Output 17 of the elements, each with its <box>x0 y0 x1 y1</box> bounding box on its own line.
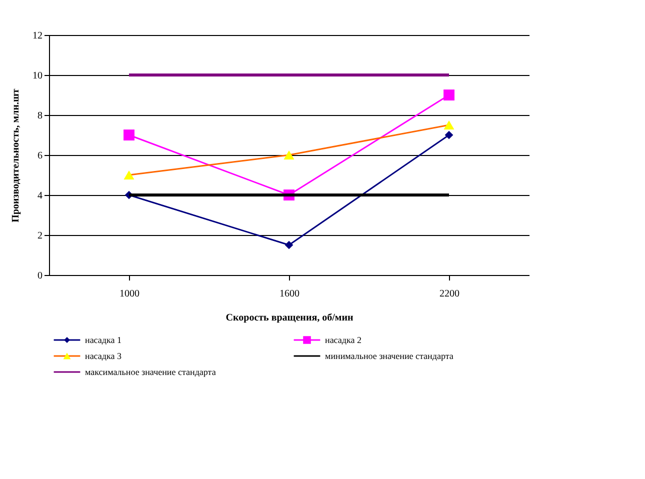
x-tick-label: 1000 <box>120 288 140 300</box>
legend-label: насадка 2 <box>325 335 362 345</box>
y-tick-label: 12 <box>32 30 42 42</box>
y-tick-label: 4 <box>38 190 42 202</box>
y-tick-label: 2 <box>38 230 42 242</box>
y-tick-label: 6 <box>38 150 42 162</box>
legend-label: максимальное значение стандарта <box>85 367 216 377</box>
y-tick-label: 10 <box>32 70 42 82</box>
legend-label: минимальное значение стандарта <box>325 351 454 361</box>
legend-label: насадка 3 <box>85 351 122 361</box>
y-axis-title: Производительность, млн.шт <box>10 88 22 222</box>
y-tick-label: 8 <box>38 110 42 122</box>
x-axis-title: Скорость вращения, об/мин <box>226 312 354 324</box>
x-tick-label: 1600 <box>280 288 300 300</box>
x-tick-label: 2200 <box>440 288 460 300</box>
legend-label: насадка 1 <box>85 335 122 345</box>
y-tick-label: 0 <box>38 270 42 282</box>
